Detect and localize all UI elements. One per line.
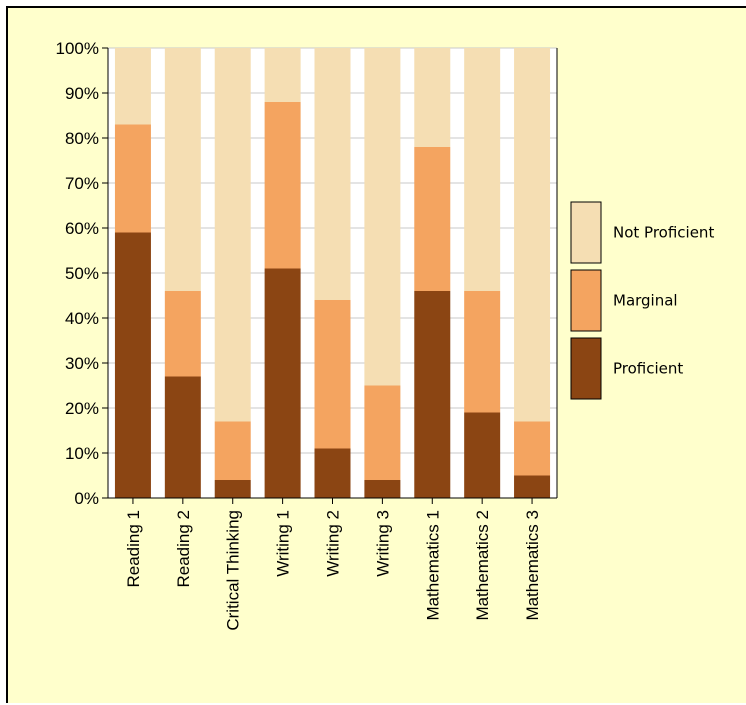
bar-proficient-mathematics-1	[414, 291, 451, 498]
bar-not-proficient-mathematics-1	[414, 48, 451, 147]
legend-label-marginal: Marginal	[613, 292, 678, 310]
bar-not-proficient-reading-1	[114, 48, 151, 125]
bar-marginal-reading-2	[164, 291, 201, 377]
y-tick-label: 80%	[65, 129, 99, 148]
bar-marginal-critical-thinking	[214, 421, 251, 480]
bar-marginal-writing-3	[364, 385, 401, 480]
y-tick-label: 100%	[56, 39, 99, 58]
x-tick-label: Writing 2	[324, 510, 343, 577]
legend-swatch-marginal	[570, 269, 602, 332]
bar-marginal-mathematics-1	[414, 147, 451, 291]
legend-swatch-proficient	[570, 337, 602, 400]
x-tick-label: Mathematics 3	[523, 510, 542, 621]
x-tick-label: Mathematics 1	[423, 510, 442, 621]
bar-marginal-writing-1	[264, 102, 301, 269]
bar-proficient-reading-1	[114, 232, 151, 498]
legend-swatch-not-proficient	[570, 201, 602, 264]
y-tick-label: 30%	[65, 354, 99, 373]
bar-not-proficient-critical-thinking	[214, 48, 251, 422]
x-tick-label: Reading 2	[174, 510, 193, 588]
chart-frame: 0% 10% 20% 30% 40% 50% 60% 70% 80% 90% 100% Reading…	[6, 6, 746, 703]
x-tick-label: Writing 3	[373, 510, 392, 577]
y-tick-label: 70%	[65, 174, 99, 193]
x-tick-label: Reading 1	[124, 510, 143, 588]
bar-marginal-mathematics-3	[514, 421, 551, 476]
y-tick-label: 0%	[74, 489, 99, 508]
y-tick-label: 20%	[65, 399, 99, 418]
y-tick-label: 50%	[65, 264, 99, 283]
bar-proficient-critical-thinking	[214, 480, 251, 498]
bar-not-proficient-mathematics-3	[514, 48, 551, 422]
bar-proficient-mathematics-2	[464, 412, 501, 498]
x-tick-label: Critical Thinking	[224, 510, 243, 631]
y-tick-label: 40%	[65, 309, 99, 328]
bar-not-proficient-mathematics-2	[464, 48, 501, 291]
y-tick-label: 10%	[65, 444, 99, 463]
bar-marginal-writing-2	[314, 300, 351, 449]
bar-not-proficient-writing-1	[264, 48, 301, 102]
bar-not-proficient-writing-2	[314, 48, 351, 300]
y-tick-label: 60%	[65, 219, 99, 238]
stacked-bar-chart: 0% 10% 20% 30% 40% 50% 60% 70% 80% 90% 100% Reading…	[56, 39, 715, 631]
bar-proficient-writing-2	[314, 448, 351, 498]
x-tick-label: Mathematics 2	[473, 510, 492, 621]
bar-not-proficient-writing-3	[364, 48, 401, 386]
bar-proficient-writing-1	[264, 268, 301, 498]
y-tick-label: 90%	[65, 84, 99, 103]
legend-label-not-proficient: Not Proficient	[613, 224, 714, 242]
bar-proficient-writing-3	[364, 480, 401, 498]
x-tick-label: Writing 1	[274, 510, 293, 577]
bar-not-proficient-reading-2	[164, 48, 201, 291]
bar-proficient-mathematics-3	[514, 475, 551, 498]
bar-marginal-mathematics-2	[464, 291, 501, 413]
legend-label-proficient: Proficient	[613, 360, 683, 378]
bar-marginal-reading-1	[114, 124, 151, 233]
bar-proficient-reading-2	[164, 376, 201, 498]
